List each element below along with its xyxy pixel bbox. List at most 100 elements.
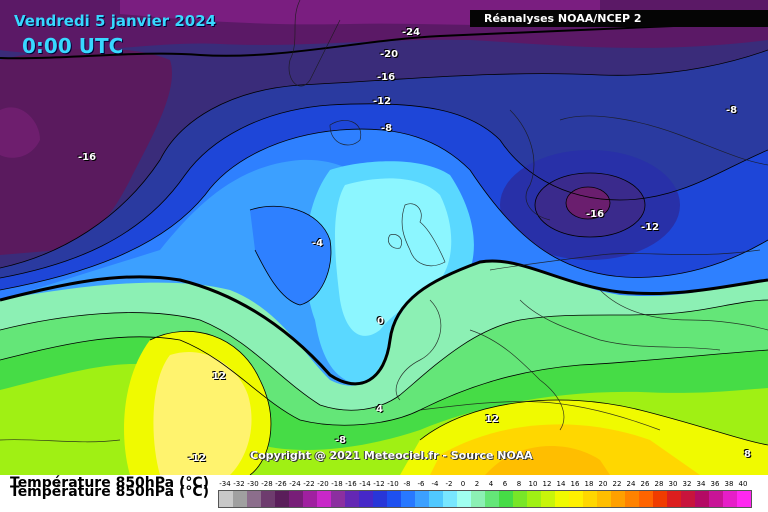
map-canvas [0, 0, 768, 475]
date-label: Vendredi 5 janvier 2024 [14, 12, 217, 30]
legend-swatch [695, 491, 709, 507]
legend-tick-label: 22 [612, 480, 622, 488]
legend-title-echo: Température 850hPa (°C) [10, 484, 210, 500]
legend-tick-label: -2 [445, 480, 453, 488]
legend-swatch [555, 491, 569, 507]
legend-tick-label: 32 [682, 480, 692, 488]
isotherm-label: -16 [586, 209, 605, 220]
source-label: Réanalyses NOAA/NCEP 2 [470, 10, 768, 27]
legend-tick-label: -26 [275, 480, 287, 488]
legend-tick-label: -16 [345, 480, 357, 488]
legend-swatch [233, 491, 247, 507]
legend-swatch [513, 491, 527, 507]
legend-swatch [611, 491, 625, 507]
isotherm-label: -16 [377, 72, 396, 83]
isotherm-label: 4 [376, 404, 383, 415]
legend-swatch [261, 491, 275, 507]
legend-swatch [625, 491, 639, 507]
legend-swatch [569, 491, 583, 507]
legend-tick-label: 12 [542, 480, 552, 488]
legend-swatch [317, 491, 331, 507]
legend-tick-label: 8 [516, 480, 522, 488]
legend-swatch [457, 491, 471, 507]
time-label: 0:00 UTC [22, 34, 124, 58]
legend-swatch [527, 491, 541, 507]
isotherm-label: -16 [78, 152, 97, 163]
legend-swatch [653, 491, 667, 507]
legend-swatch [401, 491, 415, 507]
isotherm-label: 12 [212, 371, 226, 382]
legend-swatch [415, 491, 429, 507]
legend-swatch [597, 491, 611, 507]
isotherm-label: -4 [312, 238, 324, 249]
legend-tick-label: -18 [331, 480, 343, 488]
legend-tick-label: -12 [373, 480, 385, 488]
isotherm-label: 0 [377, 316, 384, 327]
isotherm-label: -24 [402, 27, 421, 38]
legend-swatch [723, 491, 737, 507]
legend-tick-label: -34 [219, 480, 231, 488]
legend-tick-label: -4 [431, 480, 439, 488]
legend-tick-label: 34 [696, 480, 706, 488]
legend-swatch [583, 491, 597, 507]
legend-tick-label: 38 [724, 480, 734, 488]
legend-tick-label: -32 [233, 480, 245, 488]
legend-swatch [541, 491, 555, 507]
legend-tick-label: -28 [261, 480, 273, 488]
legend-swatch [275, 491, 289, 507]
legend-swatch [737, 491, 751, 507]
legend-title: Température 850hPa (°C) [10, 475, 210, 491]
legend-tick-label: 2 [474, 480, 480, 488]
isotherm-label: -8 [381, 123, 393, 134]
legend-tick-label: 4 [488, 480, 494, 488]
legend-swatch [387, 491, 401, 507]
legend-swatch [429, 491, 443, 507]
copyright-notice: Copyright @ 2021 Meteociel.fr - Source N… [250, 449, 533, 462]
legend-tick-label: -24 [289, 480, 301, 488]
legend-swatch [639, 491, 653, 507]
legend-swatch [373, 491, 387, 507]
legend-tick-label: 6 [502, 480, 508, 488]
legend-swatch [443, 491, 457, 507]
isotherm-label: -12 [373, 96, 392, 107]
legend-tick-label: 30 [668, 480, 678, 488]
legend-tick-label: 16 [570, 480, 580, 488]
legend-tick-label: -14 [359, 480, 371, 488]
legend-swatch [359, 491, 373, 507]
isotherm-label: -8 [335, 435, 347, 446]
legend-tick-label: 14 [556, 480, 566, 488]
legend-swatch [499, 491, 513, 507]
legend-tick-label: -10 [387, 480, 399, 488]
isotherm-label: -12 [641, 222, 660, 233]
legend-tick-label: 18 [584, 480, 594, 488]
temperature-map: Vendredi 5 janvier 2024 0:00 UTC Réanaly… [0, 0, 768, 475]
legend-tick-label: 10 [528, 480, 538, 488]
legend-tick-label: 36 [710, 480, 720, 488]
legend-swatch [681, 491, 695, 507]
legend-swatch [485, 491, 499, 507]
legend-swatch [289, 491, 303, 507]
legend-swatch [331, 491, 345, 507]
legend-tick-label: 40 [738, 480, 748, 488]
isotherm-label: 12 [485, 414, 499, 425]
legend-swatch [471, 491, 485, 507]
legend-tick-label: -8 [403, 480, 411, 488]
legend-swatch [345, 491, 359, 507]
legend-tick-label: 26 [640, 480, 650, 488]
legend-tick-label: -22 [303, 480, 315, 488]
legend-tick-label: 20 [598, 480, 608, 488]
legend-tick-label: 24 [626, 480, 636, 488]
legend-swatch [303, 491, 317, 507]
legend-swatches [218, 490, 752, 508]
legend-swatch [667, 491, 681, 507]
legend-swatch [219, 491, 233, 507]
legend: Température 850hPa (°C) Température 850h… [0, 475, 768, 512]
legend-tick-label: 0 [460, 480, 466, 488]
legend-tick-label: -6 [417, 480, 425, 488]
isotherm-label: -12 [188, 453, 207, 464]
legend-tick-label: -30 [247, 480, 259, 488]
isotherm-label: -8 [726, 105, 738, 116]
legend-swatch [247, 491, 261, 507]
legend-tick-label: 28 [654, 480, 664, 488]
legend-tick-label: -20 [317, 480, 329, 488]
